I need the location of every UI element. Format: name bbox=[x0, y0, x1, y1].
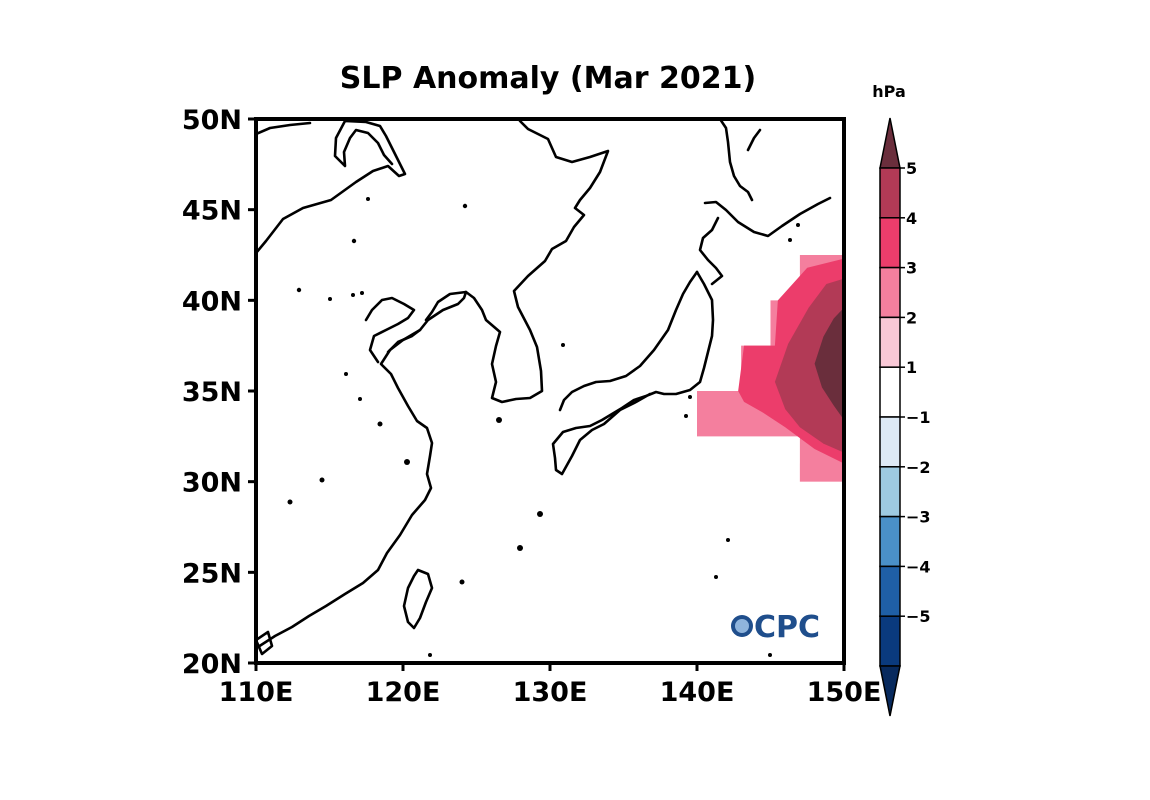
coastline-honshu bbox=[551, 270, 715, 476]
coastline-bohai bbox=[386, 328, 422, 354]
island bbox=[428, 653, 432, 657]
coastline-north-mainland bbox=[256, 119, 407, 255]
lat-tick-label: 35N bbox=[182, 377, 242, 408]
island bbox=[296, 287, 302, 293]
lat-tick-label: 40N bbox=[182, 286, 242, 317]
coastline-honshu-north bbox=[558, 270, 699, 412]
island bbox=[351, 238, 357, 244]
island bbox=[726, 538, 730, 542]
anomaly-shading bbox=[697, 255, 844, 482]
coastline-hokkaido bbox=[698, 196, 832, 286]
island bbox=[768, 653, 772, 657]
lat-tick-label: 20N bbox=[182, 649, 242, 680]
colorbar-label: −4 bbox=[906, 557, 931, 576]
colorbar-segment bbox=[879, 316, 901, 368]
globe-icon-inner bbox=[735, 619, 749, 633]
cpc-logo: CPC bbox=[731, 610, 820, 645]
colorbar-label: 2 bbox=[906, 308, 917, 327]
colorbar-units: hPa bbox=[872, 82, 905, 101]
coastline-taiwan bbox=[402, 568, 434, 630]
island bbox=[351, 293, 355, 297]
colorbar-label: 1 bbox=[906, 358, 917, 377]
lat-tick-label: 45N bbox=[182, 196, 242, 227]
island bbox=[344, 372, 348, 376]
colorbar-segment bbox=[879, 615, 901, 667]
island bbox=[462, 203, 468, 209]
colorbar-bottom-arrow bbox=[879, 665, 901, 717]
island bbox=[537, 511, 543, 517]
cpc-logo-text: CPC bbox=[754, 610, 820, 645]
island bbox=[377, 421, 383, 427]
island bbox=[561, 343, 565, 347]
island bbox=[684, 414, 688, 418]
anomaly-region-4 bbox=[814, 307, 844, 421]
island bbox=[796, 223, 800, 227]
coastline-korea-china bbox=[256, 119, 610, 649]
axes: 110E 120E 130E 140E 150E 20N 25N 30N 35N 40N 45N 50… bbox=[182, 105, 882, 708]
island bbox=[358, 397, 362, 401]
lat-tick-label: 30N bbox=[182, 468, 242, 499]
colorbar: 5 4 3 2 1 −1 −2 −3 −4 −5 bbox=[879, 117, 931, 717]
island bbox=[360, 291, 364, 295]
map-title: SLP Anomaly (Mar 2021) bbox=[340, 61, 756, 96]
island bbox=[688, 395, 692, 399]
coastline-sakhalin bbox=[718, 119, 762, 202]
island bbox=[287, 499, 293, 505]
colorbar-label: −5 bbox=[906, 607, 931, 626]
island bbox=[404, 459, 410, 465]
colorbar-segment bbox=[879, 366, 901, 418]
island bbox=[788, 238, 792, 242]
coastline-shandong bbox=[364, 296, 416, 364]
anomaly-region-3 bbox=[774, 278, 844, 453]
lon-tick-label: 110E bbox=[219, 677, 294, 708]
island bbox=[366, 197, 370, 201]
coastlines bbox=[256, 119, 832, 656]
lon-tick-label: 120E bbox=[366, 677, 441, 708]
islands bbox=[287, 197, 800, 657]
island bbox=[459, 579, 465, 585]
colorbar-label: 4 bbox=[906, 209, 917, 228]
lon-tick-label: 150E bbox=[807, 677, 882, 708]
island bbox=[714, 575, 718, 579]
lat-tick-label: 50N bbox=[182, 105, 242, 136]
colorbar-segment bbox=[879, 466, 901, 518]
island bbox=[328, 297, 332, 301]
colorbar-top-arrow bbox=[879, 117, 901, 169]
colorbar-label: 5 bbox=[906, 159, 917, 178]
colorbar-segment bbox=[879, 565, 901, 617]
coastline-northwest bbox=[256, 121, 312, 136]
colorbar-label: −1 bbox=[906, 408, 931, 427]
island bbox=[496, 417, 502, 423]
colorbar-label: −2 bbox=[906, 458, 931, 477]
colorbar-segment bbox=[879, 266, 901, 319]
island bbox=[517, 545, 523, 551]
lat-tick-label: 25N bbox=[182, 558, 242, 589]
lon-tick-label: 140E bbox=[660, 677, 735, 708]
colorbar-label: 3 bbox=[906, 259, 917, 278]
coastline-liaodong bbox=[424, 290, 468, 322]
lon-tick-label: 130E bbox=[513, 677, 588, 708]
colorbar-label: −3 bbox=[906, 508, 931, 527]
island bbox=[319, 477, 325, 483]
colorbar-segment bbox=[879, 167, 901, 219]
colorbar-segment bbox=[879, 416, 901, 468]
colorbar-segment bbox=[879, 217, 901, 269]
coastline-hainan bbox=[256, 630, 274, 656]
colorbar-segment bbox=[879, 515, 901, 568]
